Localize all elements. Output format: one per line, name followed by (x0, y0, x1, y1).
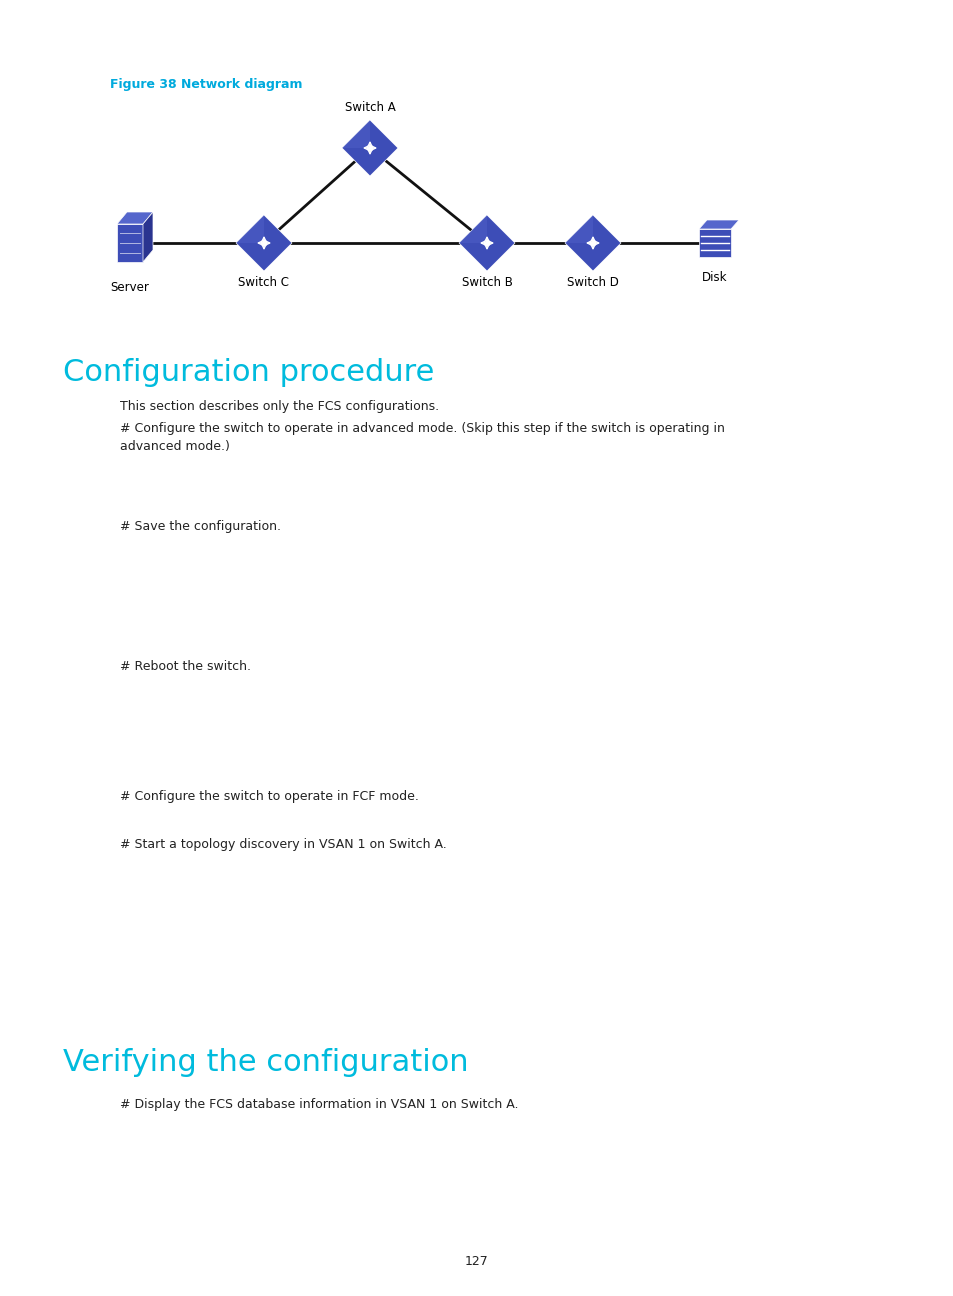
Text: Switch C: Switch C (238, 276, 289, 289)
Polygon shape (699, 220, 739, 229)
Text: Server: Server (111, 281, 150, 294)
Text: Configuration procedure: Configuration procedure (63, 358, 434, 388)
Text: This section describes only the FCS configurations.: This section describes only the FCS conf… (120, 400, 438, 413)
Polygon shape (117, 224, 143, 262)
Polygon shape (235, 215, 292, 271)
Polygon shape (235, 215, 264, 244)
Text: Verifying the configuration: Verifying the configuration (63, 1048, 468, 1077)
Polygon shape (458, 215, 515, 271)
Polygon shape (699, 229, 730, 257)
Text: Disk: Disk (701, 271, 727, 284)
Polygon shape (341, 121, 370, 148)
Polygon shape (458, 215, 486, 244)
Polygon shape (564, 215, 593, 244)
Polygon shape (143, 213, 152, 262)
Text: Switch A: Switch A (344, 101, 395, 114)
Text: Switch D: Switch D (566, 276, 618, 289)
Text: # Display the FCS database information in VSAN 1 on Switch A.: # Display the FCS database information i… (120, 1098, 518, 1111)
Text: # Configure the switch to operate in advanced mode. (Skip this step if the switc: # Configure the switch to operate in adv… (120, 422, 724, 454)
Text: Figure 38 Network diagram: Figure 38 Network diagram (110, 78, 302, 91)
Text: # Configure the switch to operate in FCF mode.: # Configure the switch to operate in FCF… (120, 791, 418, 804)
Polygon shape (341, 121, 397, 176)
Text: # Start a topology discovery in VSAN 1 on Switch A.: # Start a topology discovery in VSAN 1 o… (120, 839, 446, 851)
Text: # Reboot the switch.: # Reboot the switch. (120, 660, 251, 673)
Text: 127: 127 (465, 1255, 488, 1267)
Text: Switch B: Switch B (461, 276, 512, 289)
Polygon shape (117, 213, 152, 224)
Text: # Save the configuration.: # Save the configuration. (120, 520, 281, 533)
Polygon shape (564, 215, 620, 271)
